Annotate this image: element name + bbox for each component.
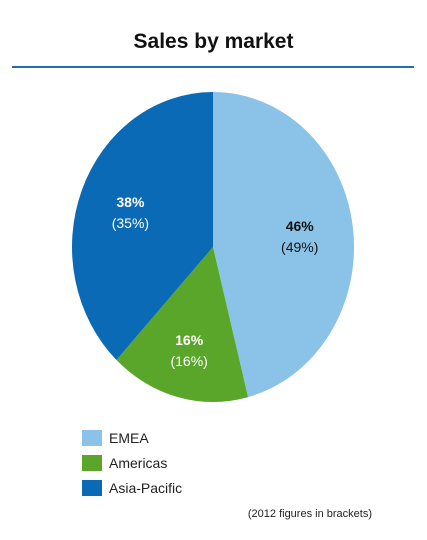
slice-sublabel-emea: (49%) (281, 239, 318, 255)
slice-sublabel-americas: (16%) (170, 353, 207, 369)
legend-label-asia-pacific: Asia-Pacific (109, 480, 183, 496)
chart-title: Sales by market (133, 30, 294, 53)
legend: EMEA Americas Asia-Pacific (82, 428, 182, 503)
legend-swatch-asia-pacific (82, 480, 102, 496)
pie-slice-asia-pacific (72, 91, 214, 360)
slice-label-americas: 16% (175, 332, 204, 348)
legend-item-emea: EMEA (82, 428, 182, 448)
slice-sublabel-asia-pacific: (35%) (112, 215, 149, 231)
pie-slice-emea (213, 92, 355, 398)
title-divider (12, 66, 414, 68)
legend-item-asia-pacific: Asia-Pacific (82, 478, 182, 498)
pie-slice-americas (116, 247, 249, 402)
slice-label-asia-pacific: 38% (116, 194, 145, 210)
legend-item-americas: Americas (82, 453, 182, 473)
chart-footnote: (2012 figures in brackets) (247, 508, 372, 520)
legend-label-emea: EMEA (109, 430, 149, 446)
legend-swatch-emea (82, 430, 102, 446)
legend-label-americas: Americas (109, 455, 168, 471)
slice-label-emea: 46% (286, 218, 315, 234)
legend-swatch-americas (82, 455, 102, 471)
